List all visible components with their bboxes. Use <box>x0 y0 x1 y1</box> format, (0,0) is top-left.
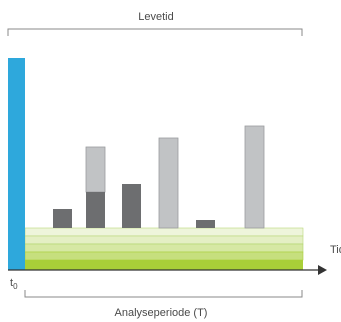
cost-bar-3 <box>122 184 141 228</box>
cost-bar-2-dark <box>86 192 105 228</box>
green-band-2 <box>24 235 304 245</box>
green-band-1 <box>24 227 304 237</box>
green-band-4 <box>24 251 304 261</box>
periodic-cost-bars <box>53 125 265 229</box>
time-axis-arrow-icon <box>318 265 327 275</box>
green-band-3 <box>24 243 304 253</box>
recurring-cost-bands <box>24 227 304 270</box>
cost-bar-2-light <box>85 146 106 193</box>
lifetime-bracket <box>7 28 303 36</box>
cost-bar-1 <box>53 209 72 228</box>
green-band-5 <box>25 260 303 270</box>
analysis-period-bracket <box>24 290 303 298</box>
initial-investment-bar <box>8 58 25 270</box>
analysis-period-label: Analyseperiode (T) <box>115 307 208 319</box>
cost-bar-6 <box>244 125 265 229</box>
cost-bar-5 <box>196 220 215 228</box>
lifetime-label: Levetid <box>138 11 173 23</box>
cost-bar-4 <box>158 137 179 229</box>
origin-label: t0 <box>10 277 18 291</box>
time-axis-label: Tid <box>330 244 341 256</box>
origin-label-subscript: 0 <box>13 282 18 291</box>
origin-label-base: t <box>10 277 13 289</box>
